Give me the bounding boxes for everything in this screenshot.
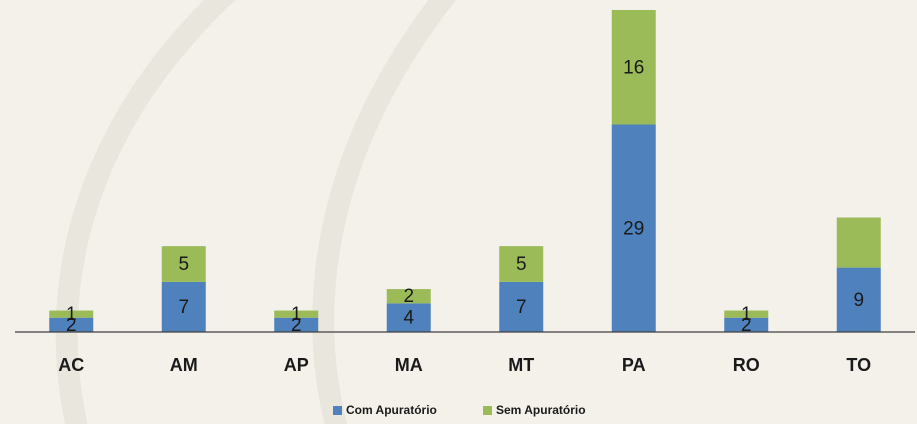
data-label: 1 [291, 304, 302, 325]
bar-segment [386, 289, 431, 304]
legend-label: Com Apuratório [346, 403, 437, 417]
data-label: 4 [403, 308, 414, 329]
x-tick-label: AP [284, 355, 309, 375]
data-label: 29 [623, 218, 644, 239]
data-label: 7 [178, 297, 189, 318]
legend: Com Apuratório Sem Apuratório [333, 403, 586, 417]
data-label: 2 [291, 315, 302, 336]
bar-segment [724, 317, 769, 332]
bar-segment [724, 310, 769, 318]
x-tick-label: RO [733, 355, 760, 375]
x-tick-label: PA [622, 355, 646, 375]
x-tick-label: MA [395, 355, 423, 375]
bar-segment [386, 303, 431, 332]
bar-segment [274, 310, 319, 318]
legend-swatch [333, 406, 342, 415]
legend-swatch [483, 406, 492, 415]
data-label: 1 [66, 304, 77, 325]
data-label: 2 [403, 286, 414, 307]
bar-segment [161, 281, 206, 332]
bar-segment [836, 217, 881, 268]
x-tick-label: AM [170, 355, 198, 375]
bar-segment [499, 246, 544, 282]
legend-label: Sem Apuratório [496, 403, 586, 417]
background-arcs [55, 0, 457, 424]
bar-segment [611, 124, 656, 332]
bar-segment [49, 310, 94, 318]
data-label: 2 [66, 315, 77, 336]
data-label: 5 [516, 254, 527, 275]
x-tick-label: MT [508, 355, 534, 375]
bar-segment [611, 10, 656, 125]
bar-segment [836, 267, 881, 332]
data-label: 2 [741, 315, 752, 336]
data-label: 7 [516, 297, 527, 318]
x-tick-label: TO [846, 355, 871, 375]
data-label: 5 [178, 254, 189, 275]
data-label: 1 [741, 304, 752, 325]
x-tick-label: AC [58, 355, 84, 375]
bar-segment [49, 317, 94, 332]
data-label: 9 [853, 290, 864, 311]
bar-segment [499, 281, 544, 332]
bar-segment [161, 246, 206, 282]
data-label: 16 [623, 57, 644, 78]
bar-segment [274, 317, 319, 332]
